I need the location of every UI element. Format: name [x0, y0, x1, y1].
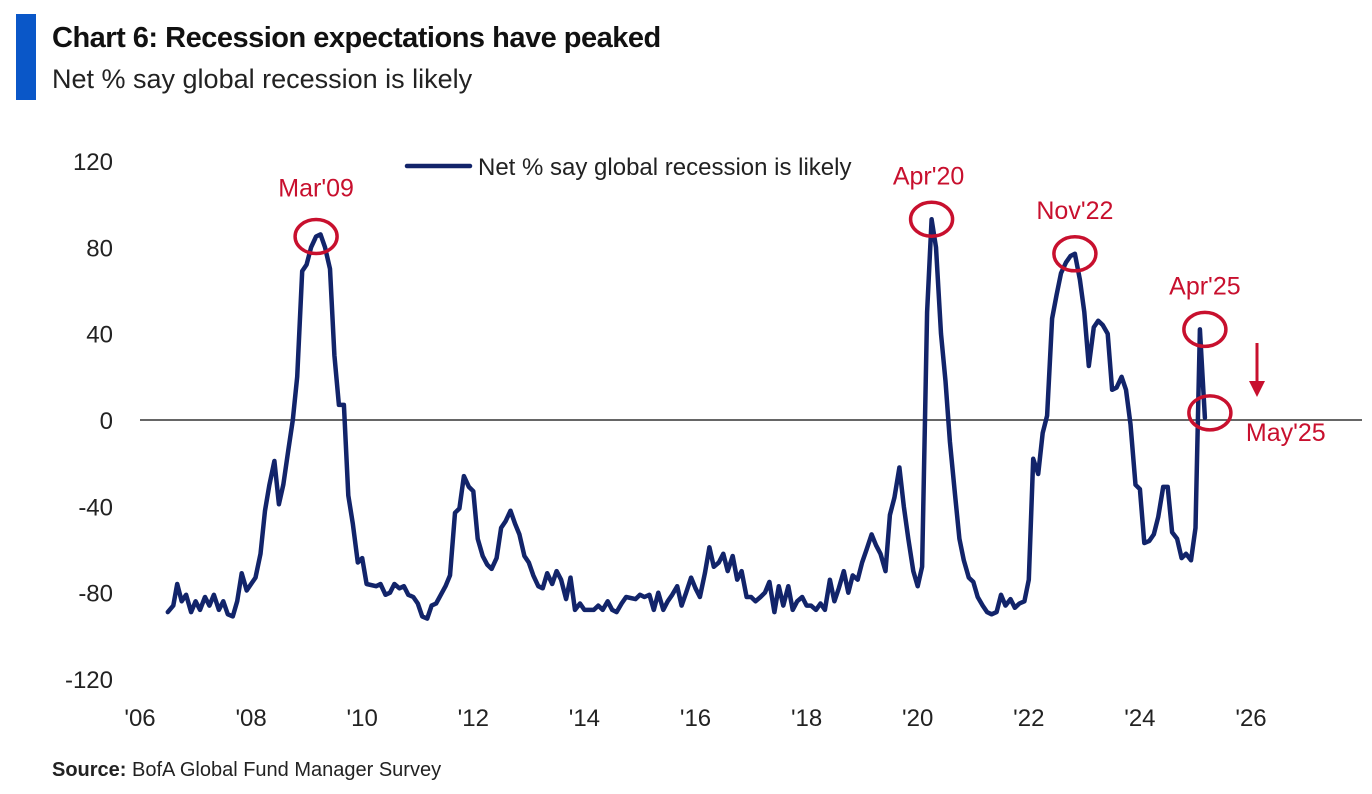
y-tick-label: 40 — [86, 322, 113, 349]
x-tick-label: '20 — [902, 705, 933, 732]
x-tick-label: '08 — [235, 705, 266, 732]
annotation-circle — [1189, 396, 1231, 430]
annotation-label: Nov'22 — [1036, 197, 1113, 225]
source-text: BofA Global Fund Manager Survey — [126, 759, 441, 781]
annotation-label: May'25 — [1246, 419, 1326, 447]
x-tick-label: '18 — [791, 705, 822, 732]
source-label: Source: — [52, 759, 126, 781]
y-tick-label: 0 — [100, 408, 113, 435]
x-tick-label: '24 — [1124, 705, 1155, 732]
y-tick-label: 80 — [86, 235, 113, 262]
x-tick-label: '26 — [1235, 705, 1266, 732]
legend-label: Net % say global recession is likely — [478, 154, 852, 181]
source-note: Source: BofA Global Fund Manager Survey — [52, 759, 441, 782]
x-tick-label: '06 — [124, 705, 155, 732]
series-line — [168, 219, 1205, 618]
x-tick-label: '12 — [458, 705, 489, 732]
y-tick-label: -80 — [78, 581, 113, 608]
x-tick-label: '22 — [1013, 705, 1044, 732]
down-arrow-icon — [1249, 381, 1265, 397]
y-tick-label: -40 — [78, 494, 113, 521]
annotation-label: Apr'20 — [893, 162, 964, 190]
x-tick-label: '16 — [680, 705, 711, 732]
annotation-label: Apr'25 — [1169, 272, 1240, 300]
y-tick-label: -120 — [65, 667, 113, 694]
annotation-label: Mar'09 — [278, 175, 354, 203]
x-tick-label: '10 — [347, 705, 378, 732]
annotation-circle — [1184, 312, 1226, 346]
x-tick-label: '14 — [569, 705, 600, 732]
y-tick-label: 120 — [73, 149, 113, 176]
line-chart: 120 80 40 0 -40 -80 -120 '06 '08 '10 '12 '14 '16 '18 '… — [0, 0, 1372, 794]
